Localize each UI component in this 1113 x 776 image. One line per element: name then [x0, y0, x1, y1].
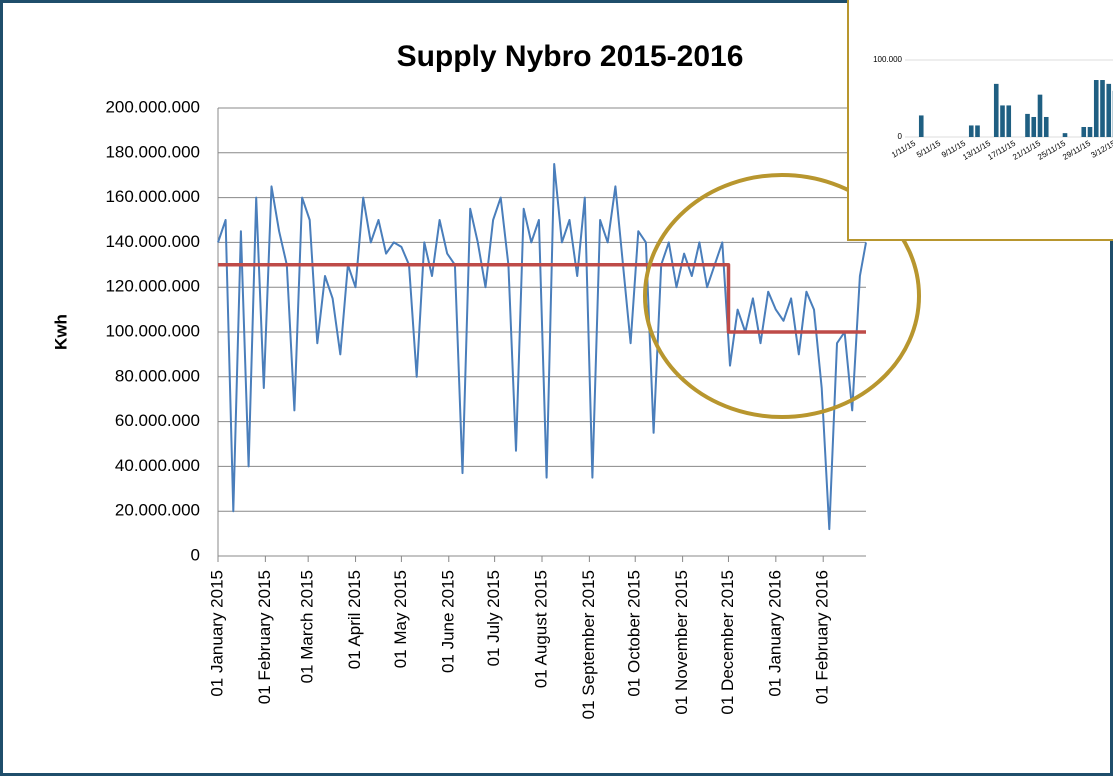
y-tick-label: 60.000.000 [115, 411, 200, 430]
bar [1093, 80, 1099, 137]
x-tick-label: 01 July 2015 [484, 570, 503, 666]
x-tick-label: 01 June 2015 [438, 570, 457, 673]
bar [968, 125, 974, 137]
chart-title: Supply Nybro 2015-2016 [397, 40, 744, 73]
bar [918, 115, 924, 137]
x-tick-label: 01 September 2015 [579, 570, 598, 719]
y-tick-label: 140.000.000 [105, 232, 200, 251]
bar [1000, 105, 1005, 137]
y-axis-label: Kwh [51, 314, 70, 350]
x-tick-label: 01 April 2015 [345, 570, 364, 669]
bar [1025, 113, 1030, 137]
x-tick-label: 01 March 2015 [298, 570, 317, 683]
y-tick-label: 80.000.000 [115, 366, 200, 385]
inset-frame [847, 0, 1113, 241]
x-tick-label: 01 January 2015 [207, 570, 226, 697]
bar [1037, 94, 1043, 137]
inset-chart: 0100.0001/11/155/11/159/11/1513/11/1517/… [847, 0, 1113, 241]
x-tick-label: 01 October 2015 [625, 570, 644, 697]
main-chart: Supply Nybro 2015-2016 Kwh 0 20.000.000 40… [51, 40, 867, 719]
y-tick-label: 0 [191, 545, 200, 564]
y-tick-label: 100.000.000 [105, 321, 200, 340]
bar [1081, 126, 1087, 137]
bar [1043, 116, 1049, 137]
y-tick-label: 120.000.000 [105, 277, 200, 296]
series-line [218, 263, 866, 334]
y-tick-label: 20.000.000 [115, 501, 200, 520]
bar [975, 125, 980, 137]
y-tick-label: 40.000.000 [115, 456, 200, 475]
x-tick-label: 01 January 2016 [765, 570, 784, 697]
highlight-circle [643, 173, 921, 419]
y-tick-label: 200.000.000 [105, 97, 200, 116]
bar [1106, 83, 1112, 137]
bar [1062, 133, 1068, 137]
bar [993, 83, 999, 137]
series-line [217, 163, 867, 531]
y-tick-label: 0 [898, 132, 903, 141]
x-tick-label: 01 May 2015 [391, 570, 410, 668]
y-tick-label: 180.000.000 [105, 142, 200, 161]
bar [1087, 126, 1093, 137]
bar [1031, 116, 1037, 137]
x-tick-label: 01 December 2015 [718, 570, 737, 715]
bar [1006, 105, 1012, 137]
x-tick-label: 01 August 2015 [531, 570, 550, 688]
y-tick-label: 160.000.000 [105, 187, 200, 206]
x-tick-label: 01 November 2015 [672, 570, 691, 715]
y-tick-label: 100.000 [873, 55, 902, 64]
x-tick-label: 01 February 2016 [813, 570, 832, 704]
x-tick-label: 01 February 2015 [255, 570, 274, 704]
bar [1100, 80, 1105, 137]
